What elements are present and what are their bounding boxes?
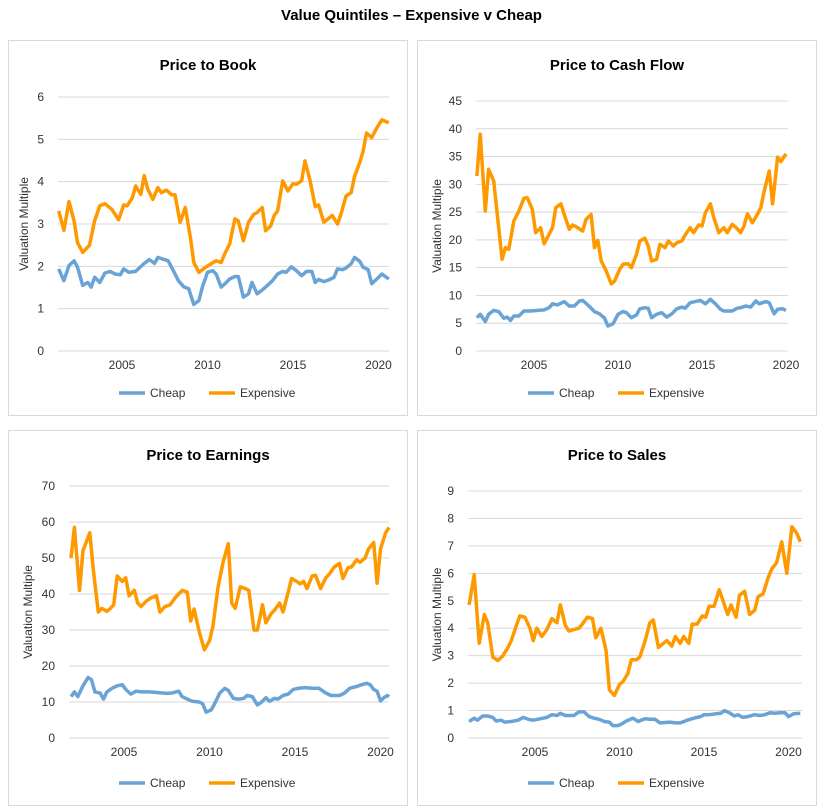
y-tick-label: 2 — [447, 676, 454, 690]
y-tick-label: 0 — [455, 344, 462, 358]
chart-price-to-book: Price to Book 0 1 2 3 4 5 6 2005 2010 2015 2020 Val… — [8, 40, 408, 416]
y-tick-label: 3 — [37, 217, 44, 231]
y-tick-label: 7 — [447, 539, 454, 553]
y-tick-label: 35 — [449, 150, 463, 164]
y-tick-label: 20 — [449, 233, 463, 247]
legend-label: Expensive — [240, 776, 296, 790]
plot-svg: 0 1 2 3 4 5 6 2005 2010 2015 2020 Valuation Multipl… — [17, 90, 392, 400]
y-tick-label: 4 — [37, 175, 44, 189]
legend-label: Expensive — [649, 386, 705, 400]
figure-title: Value Quintiles – Expensive v Cheap — [281, 7, 542, 24]
y-tick-label: 20 — [42, 659, 56, 673]
series-line-cheap — [468, 708, 801, 728]
chart-title: Price to Book — [159, 57, 257, 74]
x-tick-label: 2015 — [691, 745, 718, 759]
x-tick-label: 2005 — [109, 358, 136, 372]
y-tick-label: 30 — [42, 623, 56, 637]
y-tick-label: 8 — [447, 511, 454, 525]
x-tick-label: 2010 — [194, 358, 221, 372]
y-tick-label: 5 — [447, 594, 454, 608]
series-line-cheap — [475, 297, 787, 328]
legend-label: Expensive — [240, 386, 296, 400]
chart-title: Price to Sales — [567, 447, 667, 464]
x-tick-label: 2010 — [606, 745, 633, 759]
y-tick-label: 10 — [449, 288, 463, 302]
y-tick-label: 3 — [447, 649, 454, 663]
chart-title: Price to Earnings — [146, 447, 270, 464]
x-tick-label: 2015 — [280, 358, 307, 372]
y-tick-label: 25 — [449, 205, 463, 219]
y-tick-label: 70 — [42, 479, 56, 493]
y-axis-title: Valuation Multiple — [430, 567, 444, 661]
x-tick-label: 2010 — [196, 745, 223, 759]
x-tick-label: 2020 — [367, 745, 394, 759]
legend-label: Cheap — [150, 776, 186, 790]
y-tick-label: 45 — [449, 94, 463, 108]
plot-svg: 0 1 2 3 4 5 6 7 8 9 2005 2010 2015 2020 Valuation Mult… — [430, 484, 802, 790]
series-line-expensive — [475, 132, 788, 286]
chart-title: Price to Cash Flow — [549, 57, 685, 74]
x-tick-label: 2005 — [111, 745, 138, 759]
x-tick-label: 2015 — [282, 745, 309, 759]
y-tick-label: 50 — [42, 551, 56, 565]
x-tick-label: 2005 — [521, 358, 548, 372]
y-tick-label: 9 — [447, 484, 454, 498]
series-line-expensive — [69, 525, 391, 652]
legend-label: Cheap — [150, 386, 186, 400]
x-tick-label: 2020 — [775, 745, 802, 759]
y-tick-label: 4 — [447, 621, 454, 635]
legend-label: Cheap — [559, 386, 595, 400]
series-line-cheap — [57, 255, 390, 307]
y-tick-label: 0 — [37, 344, 44, 358]
chart-price-to-sales: Price to Sales 0 1 2 3 4 5 6 7 8 9 2005 2010 2015 202… — [417, 430, 817, 806]
y-axis-title: Valuation Multiple — [21, 565, 35, 659]
y-tick-label: 5 — [37, 132, 44, 146]
y-axis-title: Valuation Multiple — [430, 179, 444, 273]
x-tick-label: 2015 — [689, 358, 716, 372]
y-tick-label: 0 — [48, 731, 55, 745]
series-line-cheap — [69, 675, 391, 714]
y-tick-label: 6 — [37, 90, 44, 104]
x-tick-label: 2020 — [365, 358, 392, 372]
x-tick-label: 2005 — [522, 745, 549, 759]
y-tick-label: 15 — [449, 261, 463, 275]
y-axis-title: Valuation Multiple — [17, 177, 31, 271]
plot-svg: 0 10 20 30 40 50 60 70 2005 2010 2015 2020 Valuation… — [21, 479, 394, 790]
chart-price-to-earnings: Price to Earnings 0 10 20 30 40 50 60 70 2005 201… — [8, 430, 408, 806]
series-line-expensive — [467, 524, 802, 698]
y-tick-label: 1 — [447, 704, 454, 718]
y-tick-label: 10 — [42, 695, 56, 709]
y-tick-label: 0 — [447, 731, 454, 745]
y-tick-label: 40 — [449, 122, 463, 136]
y-tick-label: 30 — [449, 177, 463, 191]
legend-label: Expensive — [649, 776, 705, 790]
chart-price-to-cash-flow: Price to Cash Flow 0 5 10 15 20 25 30 35 40 45 200… — [417, 40, 817, 416]
y-tick-label: 5 — [455, 316, 462, 330]
y-tick-label: 6 — [447, 566, 454, 580]
y-tick-label: 1 — [37, 302, 44, 316]
legend-label: Cheap — [559, 776, 595, 790]
x-tick-label: 2010 — [605, 358, 632, 372]
y-tick-label: 2 — [37, 259, 44, 273]
series-line-expensive — [57, 118, 390, 275]
x-tick-label: 2020 — [773, 358, 800, 372]
y-tick-label: 40 — [42, 587, 56, 601]
plot-svg: 0 5 10 15 20 25 30 35 40 45 2005 2010 2015 2020 Valuat… — [430, 94, 800, 400]
y-tick-label: 60 — [42, 515, 56, 529]
